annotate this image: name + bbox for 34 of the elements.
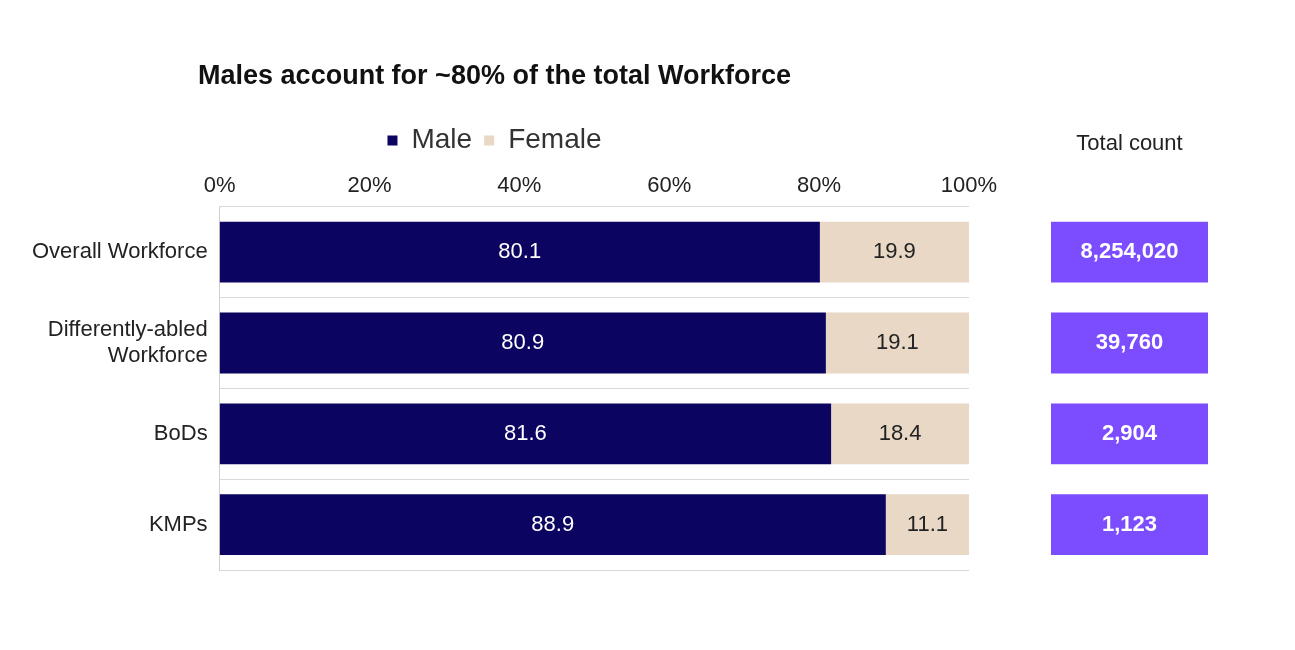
text: 1,123 <box>1101 510 1158 536</box>
y-tick-label: Overall Workforce <box>31 238 208 264</box>
bar <box>831 403 969 465</box>
data-label: 80.1 <box>498 238 542 264</box>
text: 39,760 <box>1095 329 1164 355</box>
y-tick-label: BoDs <box>153 419 208 445</box>
text: 8,254,020 <box>1080 238 1179 264</box>
x-tick-label: 60% <box>647 171 692 197</box>
chart-title: Males account for ~80% of the total Workforce <box>198 59 791 90</box>
bar <box>825 312 969 374</box>
data-label: 18.4 <box>878 419 922 445</box>
data-label: 19.9 <box>873 238 916 264</box>
data-label: 88.9 <box>531 510 575 536</box>
y-tick-label: KMPs <box>148 510 208 536</box>
bar <box>219 494 886 556</box>
bar <box>219 403 832 465</box>
bar <box>219 221 820 283</box>
x-tick-label: 80% <box>797 171 842 197</box>
bar <box>819 221 969 283</box>
bar <box>885 494 969 556</box>
data-label: 81.6 <box>503 419 547 445</box>
x-tick-label: 100% <box>940 171 998 197</box>
text: Total count <box>1076 130 1183 156</box>
legend-label: Male <box>411 123 473 155</box>
x-tick-label: 0% <box>203 171 236 197</box>
x-tick-label: 40% <box>497 171 542 197</box>
data-label: 80.9 <box>501 329 545 355</box>
text: 2,904 <box>1101 419 1158 445</box>
bar <box>219 312 826 374</box>
x-tick-label: 20% <box>347 171 392 197</box>
legend-label: Female <box>508 123 602 155</box>
y-tick-label: Differently-abled Workforce <box>47 315 208 368</box>
data-label: 11.1 <box>906 510 948 536</box>
data-label: 19.1 <box>876 329 919 355</box>
